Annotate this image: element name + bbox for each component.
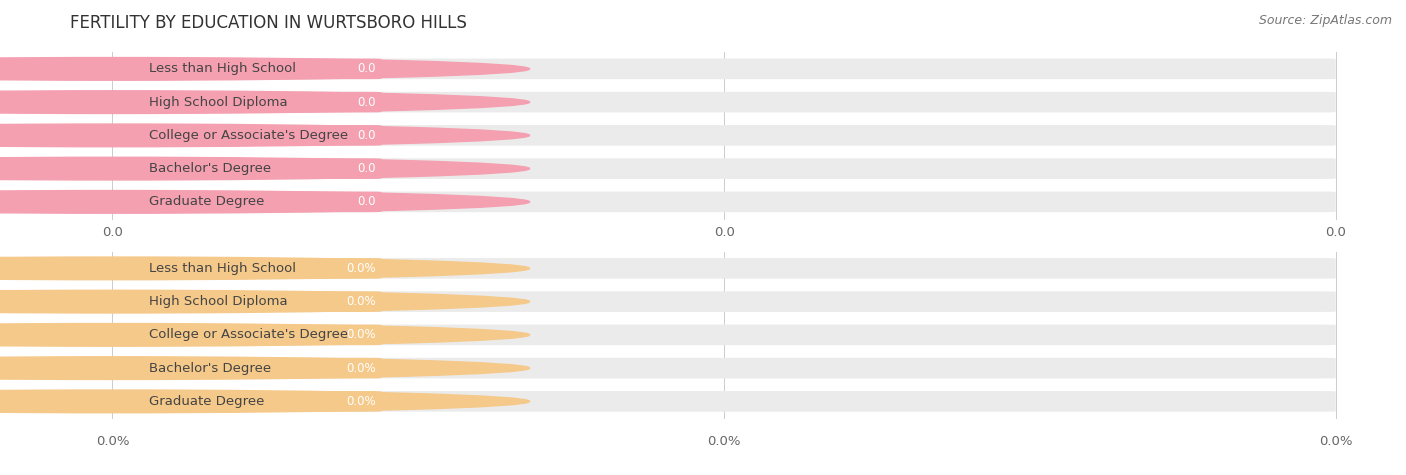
FancyBboxPatch shape: [112, 191, 1336, 212]
Circle shape: [0, 257, 530, 280]
Text: Less than High School: Less than High School: [149, 62, 297, 76]
Text: 0.0: 0.0: [103, 226, 122, 238]
FancyBboxPatch shape: [112, 391, 381, 412]
Circle shape: [0, 190, 530, 213]
Text: 0.0%: 0.0%: [346, 295, 375, 308]
FancyBboxPatch shape: [112, 324, 1336, 345]
Text: Graduate Degree: Graduate Degree: [149, 395, 264, 408]
Text: 0.0: 0.0: [357, 195, 375, 209]
FancyBboxPatch shape: [112, 125, 1336, 146]
FancyBboxPatch shape: [112, 58, 1336, 79]
Circle shape: [0, 357, 530, 380]
FancyBboxPatch shape: [112, 291, 1336, 312]
Text: Bachelor's Degree: Bachelor's Degree: [149, 162, 271, 175]
Text: High School Diploma: High School Diploma: [149, 95, 288, 109]
FancyBboxPatch shape: [112, 92, 381, 113]
Circle shape: [0, 57, 530, 80]
FancyBboxPatch shape: [112, 191, 381, 212]
FancyBboxPatch shape: [112, 158, 1336, 179]
Text: Less than High School: Less than High School: [149, 262, 297, 275]
Text: 0.0: 0.0: [1326, 226, 1346, 238]
FancyBboxPatch shape: [112, 358, 381, 379]
Text: 0.0%: 0.0%: [707, 435, 741, 447]
Text: 0.0%: 0.0%: [96, 435, 129, 447]
FancyBboxPatch shape: [112, 391, 1336, 412]
Text: 0.0%: 0.0%: [1319, 435, 1353, 447]
Text: 0.0: 0.0: [714, 226, 734, 238]
Circle shape: [0, 91, 530, 114]
FancyBboxPatch shape: [112, 358, 1336, 379]
FancyBboxPatch shape: [112, 58, 381, 79]
Text: Graduate Degree: Graduate Degree: [149, 195, 264, 209]
Circle shape: [0, 323, 530, 346]
FancyBboxPatch shape: [112, 258, 1336, 279]
FancyBboxPatch shape: [112, 92, 1336, 113]
Circle shape: [0, 124, 530, 147]
Text: 0.0%: 0.0%: [346, 361, 375, 375]
Text: College or Associate's Degree: College or Associate's Degree: [149, 129, 349, 142]
Text: FERTILITY BY EDUCATION IN WURTSBORO HILLS: FERTILITY BY EDUCATION IN WURTSBORO HILL…: [70, 14, 467, 32]
Text: 0.0%: 0.0%: [346, 395, 375, 408]
Text: 0.0: 0.0: [357, 162, 375, 175]
Circle shape: [0, 290, 530, 313]
Text: Bachelor's Degree: Bachelor's Degree: [149, 361, 271, 375]
Text: High School Diploma: High School Diploma: [149, 295, 288, 308]
FancyBboxPatch shape: [112, 291, 381, 312]
FancyBboxPatch shape: [112, 158, 381, 179]
Text: College or Associate's Degree: College or Associate's Degree: [149, 328, 349, 342]
FancyBboxPatch shape: [112, 258, 381, 279]
Circle shape: [0, 157, 530, 180]
Text: 0.0: 0.0: [357, 129, 375, 142]
Circle shape: [0, 390, 530, 413]
Text: 0.0%: 0.0%: [346, 328, 375, 342]
Text: 0.0%: 0.0%: [346, 262, 375, 275]
Text: 0.0: 0.0: [357, 62, 375, 76]
Text: 0.0: 0.0: [357, 95, 375, 109]
FancyBboxPatch shape: [112, 125, 381, 146]
FancyBboxPatch shape: [112, 324, 381, 345]
Text: Source: ZipAtlas.com: Source: ZipAtlas.com: [1258, 14, 1392, 27]
